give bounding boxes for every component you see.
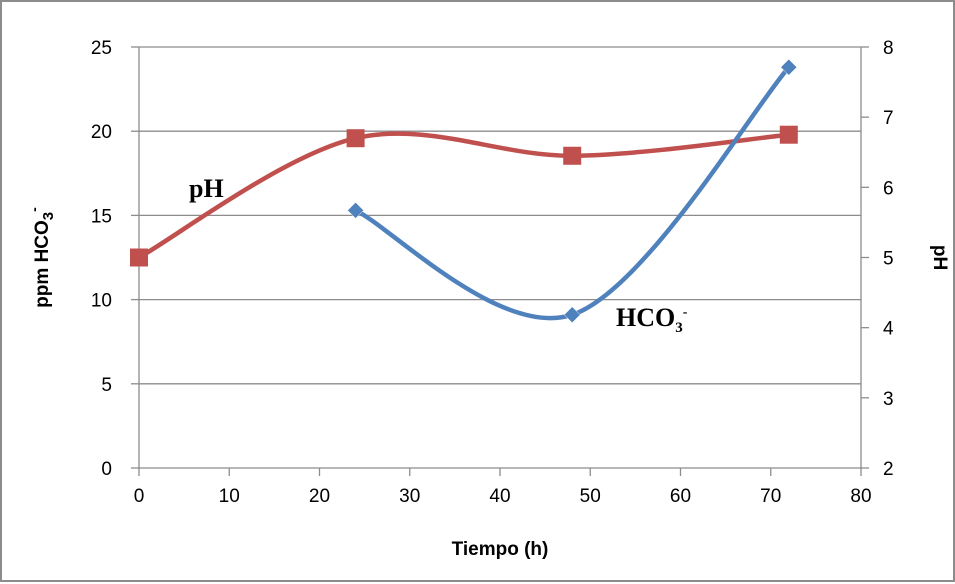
x-tick-label-2: 20 — [309, 486, 330, 507]
x-tick-label-6: 60 — [670, 486, 691, 507]
y-left-tick-label-1: 5 — [101, 375, 112, 396]
series-label-ph-main: pH — [189, 174, 224, 203]
y-axis-right-title: pH — [929, 245, 950, 270]
y-left-tick-label-3: 15 — [91, 206, 112, 227]
y-right-tick-label-3: 5 — [883, 249, 894, 270]
series-label-hco3: HCO3- — [616, 303, 688, 336]
series-label-hco3-sub: 3 — [675, 320, 683, 336]
y-right-tick-label-5: 7 — [883, 108, 894, 129]
series-1-point-1 — [563, 306, 581, 324]
x-tick-label-3: 30 — [399, 486, 420, 507]
x-tick-label-0: 0 — [134, 486, 145, 507]
y-left-tick-label-2: 10 — [91, 291, 112, 312]
x-tick-label-8: 80 — [850, 486, 871, 507]
series-0-point-3 — [779, 125, 798, 144]
series-line-1 — [353, 64, 792, 321]
y-axis-left-title-sub: 3 — [40, 212, 57, 220]
series-0-point-1 — [346, 129, 365, 148]
y-axis-left-title: ppm HCO3- — [26, 207, 57, 308]
y-right-tick-label-4: 6 — [883, 178, 894, 199]
y-axis-left-title-main: ppm HCO — [32, 220, 53, 308]
y-right-tick-label-6: 8 — [883, 38, 894, 59]
x-tick-label-1: 10 — [219, 486, 240, 507]
y-axis-left-title-sup: - — [26, 207, 42, 212]
series-1-point-0 — [347, 201, 364, 219]
y-right-tick-label-2: 4 — [883, 319, 894, 340]
y-right-tick-label-1: 3 — [883, 389, 894, 410]
y-left-tick-label-5: 25 — [91, 38, 112, 59]
y-right-tick-label-0: 2 — [883, 459, 894, 480]
series-line-0 — [136, 131, 792, 260]
x-tick-label-5: 50 — [580, 486, 601, 507]
series-layer — [130, 58, 798, 324]
y-left-tick-label-4: 20 — [91, 122, 112, 143]
x-axis-title: Tiempo (h) — [452, 539, 549, 560]
series-0-point-2 — [563, 146, 582, 165]
x-tick-label-7: 70 — [760, 486, 781, 507]
y-left-tick-label-0: 0 — [101, 459, 112, 480]
x-tick-label-4: 40 — [489, 486, 510, 507]
series-label-ph: pH — [189, 174, 224, 203]
series-1-point-2 — [780, 58, 798, 76]
grid-lines — [139, 46, 861, 469]
series-label-hco3-main: HCO — [616, 303, 675, 332]
series-label-hco3-sup: - — [683, 305, 688, 320]
series-0-point-0 — [130, 248, 148, 267]
